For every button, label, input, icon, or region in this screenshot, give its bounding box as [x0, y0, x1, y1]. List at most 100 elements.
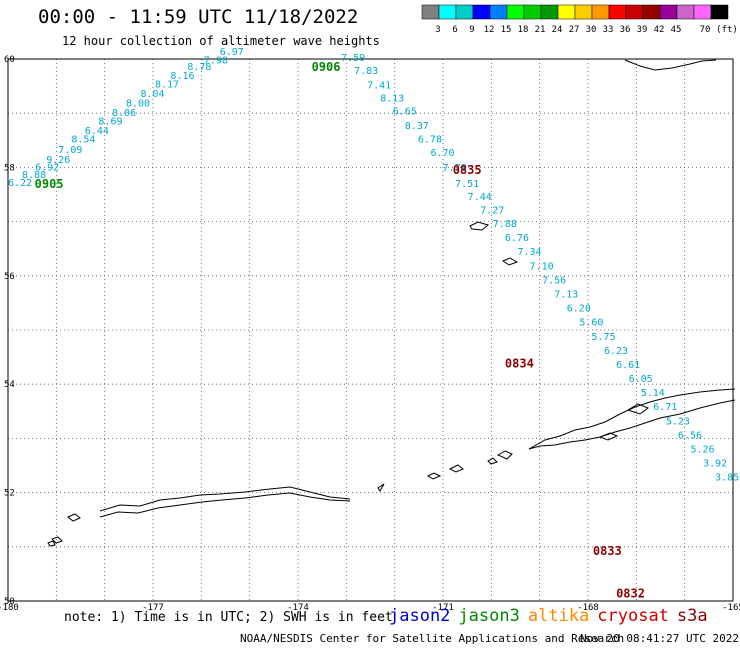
swh-value-label: 7.78 — [443, 163, 467, 174]
swh-value-label: 6.05 — [629, 374, 653, 385]
lon-tick-label: -174 — [287, 603, 309, 613]
legend-jason2: jason2 — [389, 606, 451, 626]
coastline-segment — [99, 492, 351, 518]
colorbar-tick: 3 — [435, 25, 440, 35]
swh-value-label: 7.83 — [354, 66, 378, 77]
lat-tick-label: 56 — [4, 272, 15, 282]
colorbar-tick: 39 — [637, 25, 648, 35]
swh-value-label: 8.69 — [98, 117, 122, 128]
coastline-segment — [426, 472, 442, 480]
coastline-segment — [496, 450, 513, 460]
colorbar-tick: 30 — [586, 25, 597, 35]
swh-colorbar: 3 6 9 12 15 18 21 24 27 30 33 36 39 42 45 70 (ft) — [421, 4, 738, 35]
altimeter-track: 7.59 7.83 7.41 8.13 6.65 8.37 6.78 6.70 7.78 7.51… — [341, 53, 739, 484]
colorbar-tick: 24 — [552, 25, 563, 35]
satellite-legend: jason2 jason3 altika cryosat s3a — [389, 606, 716, 626]
lat-tick-label: 52 — [4, 489, 15, 499]
coastline-segment — [51, 536, 63, 544]
legend-altika: altika — [527, 606, 590, 626]
swh-value-label: 7.34 — [517, 247, 541, 258]
colorbar-unit: (ft) — [716, 25, 738, 35]
coastline-segment — [47, 540, 56, 547]
pass-time-label: 0832 — [616, 587, 645, 601]
coastline-segment — [501, 257, 519, 266]
map-frame — [7, 58, 734, 602]
lon-tick-label: -177 — [142, 603, 164, 613]
lat-tick-label: 58 — [4, 163, 15, 173]
colorbar-tick: 18 — [518, 25, 529, 35]
colorbar-tick: 9 — [469, 25, 474, 35]
coastline-segment — [487, 457, 498, 465]
coastline-segment — [377, 483, 385, 492]
swh-value-label: 5.26 — [691, 444, 715, 455]
legend-s3a: s3a — [676, 606, 708, 626]
altimeter-track: 6.228.886.929.267.098.546.448.698.068.00… — [8, 47, 244, 189]
coastline — [47, 59, 736, 547]
colorbar-tick: 12 — [484, 25, 495, 35]
coastline-segment — [99, 486, 351, 512]
colorbar-tick: 6 — [452, 25, 457, 35]
pass-time-label: 0835 — [453, 163, 482, 177]
pass-time-label: 0905 — [35, 177, 64, 191]
swh-value-label: 8.13 — [380, 93, 404, 104]
swh-value-label: 5.75 — [591, 332, 615, 343]
swh-value-label: 7.51 — [455, 179, 479, 190]
swh-value-label: 6.78 — [418, 134, 442, 145]
swh-value-label: 6.92 — [35, 163, 59, 174]
swh-value-label: 6.97 — [220, 47, 244, 58]
coastline-segment — [469, 221, 490, 231]
swh-value-label: 8.37 — [405, 121, 429, 132]
swh-value-label: 6.76 — [505, 233, 529, 244]
coastline-segment — [448, 464, 464, 473]
swh-value-label: 6.22 — [8, 178, 32, 189]
swh-value-label: 5.14 — [641, 388, 665, 399]
colorbar-tick: 42 — [654, 25, 665, 35]
swh-value-label: 8.17 — [155, 80, 179, 91]
lon-tick-label: -168 — [577, 603, 599, 613]
swh-value-label: 8.04 — [140, 89, 164, 100]
graticule — [8, 59, 733, 601]
pass-time-label: 0834 — [505, 356, 534, 370]
legend-cryosat: cryosat — [597, 606, 669, 626]
colorbar-tick: 15 — [501, 25, 512, 35]
swh-value-label: 7.09 — [58, 145, 82, 156]
swh-value-label: 8.78 — [187, 62, 211, 73]
swh-value-label: 6.44 — [85, 126, 109, 137]
colorbar-tick: 70 — [700, 25, 711, 35]
swh-value-label: 5.23 — [666, 416, 690, 427]
lat-tick-label: 60 — [4, 55, 15, 65]
coastline-segment — [67, 513, 81, 522]
coastline-segment — [624, 59, 717, 71]
legend-jason3: jason3 — [458, 606, 520, 626]
swh-value-label: 8.54 — [71, 134, 95, 145]
swh-value-label: 7.98 — [204, 55, 228, 66]
lon-tick-label: -165 — [722, 603, 740, 613]
pass-time-label: 0833 — [593, 544, 622, 558]
generated-timestamp: Nov 20 08:41:27 UTC 2022 — [580, 632, 739, 645]
swh-value-label: 5.60 — [579, 318, 603, 329]
colorbar-tick: 45 — [671, 25, 682, 35]
coastline-segment — [528, 399, 736, 450]
swh-value-label: 7.13 — [554, 289, 578, 300]
colorbar-swatch — [710, 4, 729, 20]
swh-value-label: 6.70 — [430, 148, 454, 159]
colorbar-tick: 33 — [603, 25, 614, 35]
swh-value-label: 7.10 — [530, 261, 554, 272]
swh-value-label: 6.56 — [678, 430, 702, 441]
coastline-segment — [626, 403, 650, 415]
colorbar-tick: 27 — [569, 25, 580, 35]
swh-value-label: 6.20 — [567, 304, 591, 315]
lon-tick-label: -171 — [432, 603, 454, 613]
swh-value-label: 8.16 — [170, 71, 194, 82]
swh-value-label: 6.61 — [616, 360, 640, 371]
swh-value-label: 7.44 — [468, 192, 492, 203]
pass-time-label: 0906 — [312, 60, 341, 74]
swh-value-label: 7.88 — [493, 219, 517, 230]
swh-value-label: 6.65 — [393, 106, 417, 117]
credit-line: NOAA/NESDIS Center for Satellite Applica… — [240, 632, 625, 645]
swh-value-label: 7.27 — [480, 205, 504, 216]
coastline-segment — [598, 432, 619, 441]
swh-value-label: 7.59 — [341, 53, 365, 64]
swh-value-label: 3.92 — [703, 459, 727, 470]
